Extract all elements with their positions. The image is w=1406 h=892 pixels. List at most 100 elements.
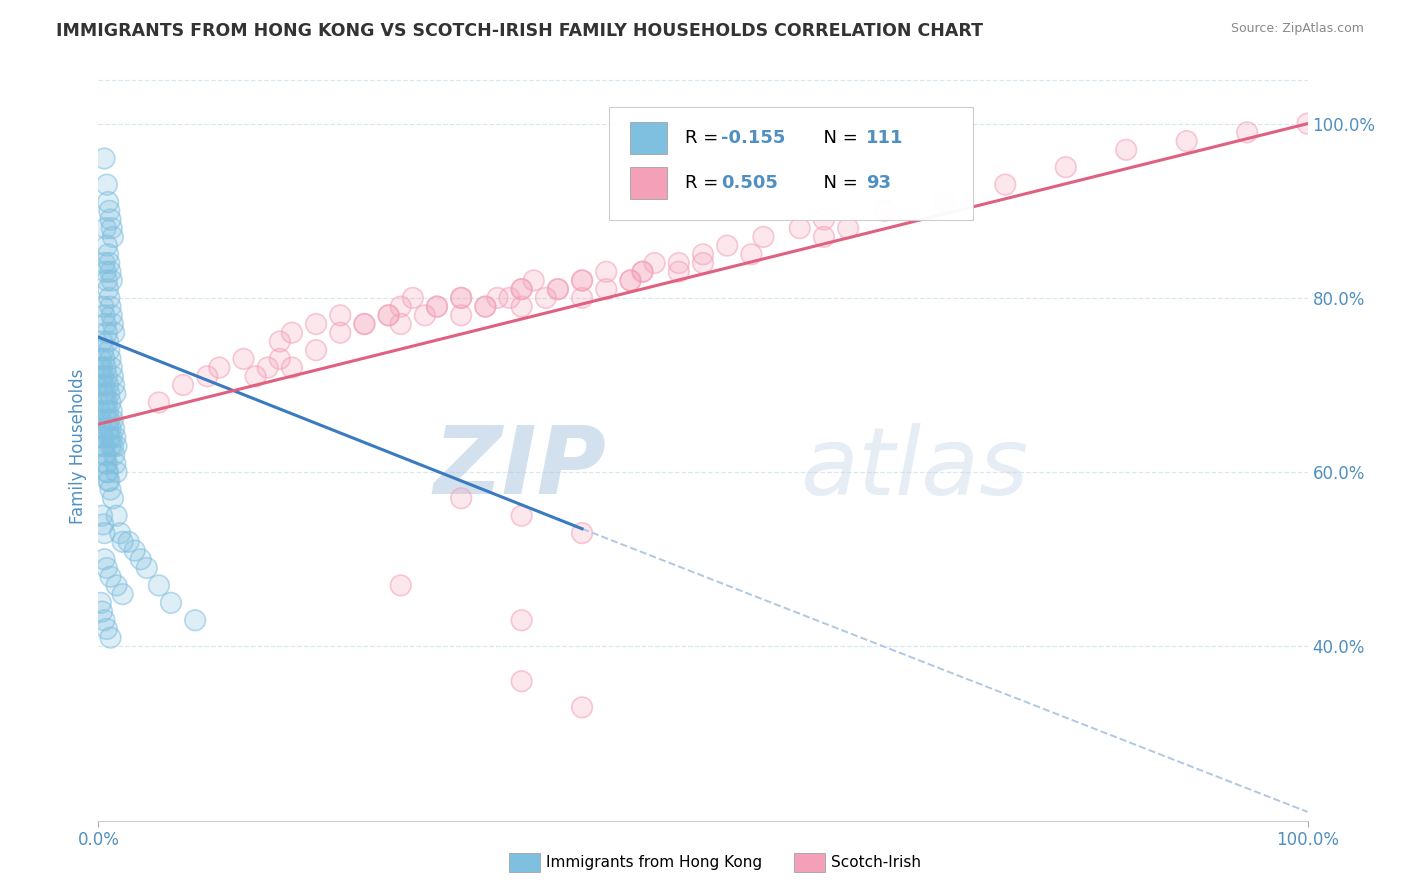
Point xyxy=(101,413,124,427)
Point xyxy=(426,300,449,314)
Point xyxy=(619,273,641,287)
Point xyxy=(96,622,118,636)
Point xyxy=(98,386,121,401)
Point xyxy=(668,265,690,279)
Point xyxy=(91,605,114,619)
Point xyxy=(104,430,127,444)
Point xyxy=(450,308,472,322)
Point xyxy=(172,378,194,392)
Point xyxy=(644,256,666,270)
Point xyxy=(402,291,425,305)
Point xyxy=(1054,160,1077,174)
Point xyxy=(631,265,654,279)
Point xyxy=(281,326,304,340)
Point xyxy=(305,343,328,358)
Point xyxy=(103,448,125,462)
Point xyxy=(547,282,569,296)
Point xyxy=(101,439,124,453)
Point xyxy=(100,404,122,418)
Point xyxy=(692,247,714,261)
Point xyxy=(101,491,124,506)
FancyBboxPatch shape xyxy=(609,106,973,219)
Point xyxy=(96,561,118,575)
Point xyxy=(89,360,111,375)
Point xyxy=(94,404,117,418)
Point xyxy=(118,534,141,549)
Point xyxy=(486,291,509,305)
Point xyxy=(100,483,122,497)
Point xyxy=(108,526,131,541)
Point xyxy=(813,230,835,244)
Point xyxy=(91,430,114,444)
Point xyxy=(100,395,122,409)
Text: R =: R = xyxy=(685,174,724,192)
Point xyxy=(389,317,412,331)
Point xyxy=(103,421,125,435)
Point xyxy=(91,369,114,384)
Point xyxy=(91,343,114,358)
Point xyxy=(97,334,120,349)
Point xyxy=(96,561,118,575)
Point xyxy=(94,317,117,331)
Point xyxy=(105,465,128,479)
Point xyxy=(93,526,115,541)
Point xyxy=(1296,117,1319,131)
Point xyxy=(93,526,115,541)
Point xyxy=(97,195,120,210)
Point xyxy=(93,613,115,627)
Point xyxy=(644,256,666,270)
Point xyxy=(89,360,111,375)
Point xyxy=(94,221,117,235)
Point xyxy=(740,247,762,261)
Point xyxy=(105,578,128,592)
Point xyxy=(96,326,118,340)
Point xyxy=(135,561,157,575)
Point xyxy=(353,317,375,331)
Point xyxy=(94,386,117,401)
Point xyxy=(100,221,122,235)
Point xyxy=(101,439,124,453)
Point xyxy=(389,578,412,592)
Point xyxy=(269,351,291,366)
Text: N =: N = xyxy=(811,174,863,192)
Point xyxy=(91,605,114,619)
Point xyxy=(98,343,121,358)
Point xyxy=(91,343,114,358)
Point xyxy=(97,421,120,435)
Point xyxy=(269,334,291,349)
Point xyxy=(668,256,690,270)
Point xyxy=(100,351,122,366)
Point xyxy=(103,448,125,462)
Point xyxy=(269,351,291,366)
Y-axis label: Family Households: Family Households xyxy=(69,368,87,524)
Point xyxy=(91,439,114,453)
Point xyxy=(100,300,122,314)
Point xyxy=(97,247,120,261)
Point xyxy=(692,256,714,270)
Point xyxy=(108,526,131,541)
Point xyxy=(96,178,118,192)
Point xyxy=(195,369,218,384)
Text: N =: N = xyxy=(811,129,863,147)
Point xyxy=(93,448,115,462)
Point xyxy=(101,317,124,331)
Point xyxy=(100,273,122,287)
Point xyxy=(94,360,117,375)
Point xyxy=(105,439,128,453)
Point xyxy=(93,308,115,322)
Point xyxy=(94,265,117,279)
Point xyxy=(789,221,811,235)
Point xyxy=(96,413,118,427)
Point xyxy=(377,308,399,322)
Point xyxy=(100,360,122,375)
Point xyxy=(100,404,122,418)
Point xyxy=(148,395,170,409)
Point xyxy=(91,430,114,444)
Point xyxy=(100,570,122,584)
Text: 93: 93 xyxy=(866,174,891,192)
Point xyxy=(873,203,896,218)
Point xyxy=(256,360,278,375)
Point xyxy=(510,282,533,296)
Point xyxy=(837,221,859,235)
Point xyxy=(510,300,533,314)
